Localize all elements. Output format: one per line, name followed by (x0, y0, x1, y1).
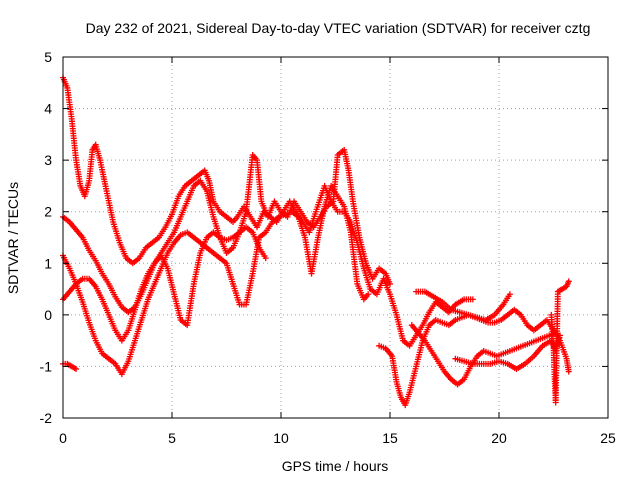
series-track-10 (548, 278, 572, 406)
y-tick-label: 5 (44, 49, 52, 65)
series-track-4 (60, 224, 269, 344)
data-point (565, 278, 572, 285)
x-tick-label: 5 (168, 430, 176, 446)
series-track-7 (408, 322, 559, 388)
y-tick-label: 0 (44, 307, 52, 323)
data-point (387, 280, 393, 287)
data-point (469, 296, 476, 303)
tick-marks (62, 56, 609, 419)
x-tick-label: 0 (59, 430, 67, 446)
data-point (565, 368, 572, 375)
y-axis-title: SDTVAR / TECUs (5, 182, 21, 294)
data-point (365, 291, 372, 298)
plot-frame (62, 56, 609, 419)
x-tick-labels: 0 5 10 15 20 25 (59, 430, 616, 446)
x-tick-label: 20 (491, 430, 507, 446)
data-points (60, 74, 572, 409)
y-tick-label: 2 (44, 204, 52, 220)
data-point (506, 291, 513, 298)
y-tick-label: -1 (40, 358, 53, 374)
series-track-6 (376, 306, 572, 409)
series-track-2 (60, 146, 393, 316)
x-tick-label: 15 (382, 430, 398, 446)
series-track-1 (60, 74, 476, 349)
x-axis-title: GPS time / hours (282, 458, 389, 474)
chart-title: Day 232 of 2021, Sidereal Day-to-day VTE… (86, 20, 591, 36)
y-tick-label: 3 (44, 152, 52, 168)
x-tick-label: 10 (273, 430, 289, 446)
data-point (262, 255, 269, 262)
data-point (73, 366, 80, 373)
y-tick-label: 1 (44, 255, 52, 271)
series-track-3 (60, 182, 372, 378)
y-tick-labels: -2 -1 0 1 2 3 4 5 (40, 49, 53, 426)
series-track-8 (413, 288, 513, 324)
y-tick-label: 4 (44, 101, 52, 117)
y-tick-label: -2 (40, 410, 53, 426)
x-tick-label: 25 (600, 430, 616, 446)
